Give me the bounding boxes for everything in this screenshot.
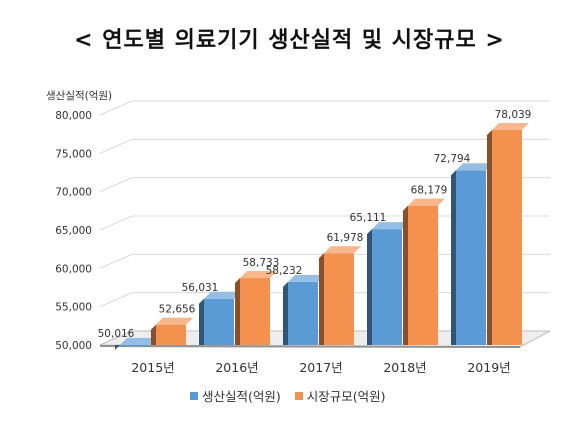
bar-top-production bbox=[456, 163, 493, 171]
data-label-market: 61,978 bbox=[327, 232, 364, 244]
bar-side-production bbox=[451, 170, 456, 345]
legend-item-production: 생산실적(억원) bbox=[190, 386, 281, 405]
bar-top-production bbox=[372, 222, 409, 230]
gridline-diagonal bbox=[99, 177, 133, 193]
bar-top-production bbox=[204, 291, 241, 299]
gridline-diagonal bbox=[99, 292, 133, 308]
y-tick-label: 55,000 bbox=[55, 302, 92, 314]
x-tick-label: 2019년 bbox=[467, 360, 510, 375]
bar-side-market bbox=[403, 205, 408, 345]
bar-side-market bbox=[487, 130, 492, 345]
bar-side-market bbox=[235, 278, 240, 345]
bar-production bbox=[120, 344, 150, 346]
bar-production bbox=[288, 281, 318, 345]
bar-top-market bbox=[156, 317, 193, 325]
data-label-market: 58,733 bbox=[243, 257, 280, 269]
bar-market bbox=[408, 205, 438, 345]
chart-title: < 연도별 의료기기 생산실적 및 시장규모 > bbox=[74, 28, 505, 53]
bar-side-production bbox=[367, 229, 372, 345]
y-tick-label: 60,000 bbox=[55, 263, 92, 275]
data-label-market: 52,656 bbox=[159, 304, 196, 316]
bar-top-market bbox=[324, 246, 361, 254]
data-label-production: 56,031 bbox=[182, 282, 219, 294]
data-label-production: 72,794 bbox=[434, 153, 471, 165]
bar-production bbox=[204, 298, 234, 345]
legend-label-production: 생산실적(억원) bbox=[202, 389, 281, 404]
bar-production bbox=[456, 170, 486, 345]
x-axis-line bbox=[99, 345, 521, 348]
bar-top-production bbox=[288, 274, 325, 282]
bar-market bbox=[240, 278, 270, 345]
gridline-diagonal bbox=[99, 215, 133, 231]
bar-top-market bbox=[492, 123, 529, 131]
bar-top-production bbox=[120, 337, 157, 345]
legend: 생산실적(억원) 시장규모(억원) bbox=[190, 386, 450, 405]
legend-swatch-market bbox=[294, 391, 303, 400]
x-tick-label: 2018년 bbox=[383, 360, 426, 375]
gridline-diagonal bbox=[99, 100, 133, 116]
legend-label-market: 시장규모(억원) bbox=[306, 389, 386, 404]
y-axis-label: 생산실적(억원) bbox=[46, 90, 113, 102]
bar-market bbox=[156, 324, 186, 345]
bar-top-market bbox=[240, 271, 277, 279]
y-tick-label: 75,000 bbox=[55, 148, 92, 160]
bar-production bbox=[372, 229, 402, 345]
data-label-production: 58,232 bbox=[266, 265, 303, 277]
bar-market bbox=[324, 253, 354, 345]
y-tick-label: 65,000 bbox=[55, 225, 92, 237]
gridline-diagonal bbox=[99, 138, 133, 154]
bar-side-market bbox=[151, 324, 156, 345]
legend-item-market: 시장규모(억원) bbox=[294, 386, 386, 405]
legend-swatch-production bbox=[190, 391, 198, 400]
y-tick-label: 80,000 bbox=[55, 110, 92, 122]
bar-top-market bbox=[408, 198, 445, 206]
x-tick-label: 2015년 bbox=[131, 360, 174, 375]
bar-side-production bbox=[199, 298, 204, 345]
bar-side-market bbox=[319, 253, 324, 345]
data-label-production: 65,111 bbox=[350, 212, 387, 224]
bar-market bbox=[492, 130, 522, 345]
data-label-market: 78,039 bbox=[495, 109, 532, 121]
bar-side-production bbox=[283, 281, 288, 345]
x-tick-label: 2016년 bbox=[215, 360, 258, 375]
y-tick-label: 70,000 bbox=[55, 187, 92, 199]
x-tick-label: 2017년 bbox=[299, 360, 342, 375]
data-label-market: 68,179 bbox=[411, 185, 448, 197]
data-label-production: 50,016 bbox=[98, 328, 135, 340]
bar-side-production bbox=[115, 344, 120, 350]
y-tick-label: 50,000 bbox=[55, 340, 92, 352]
gridline-diagonal bbox=[99, 253, 133, 269]
